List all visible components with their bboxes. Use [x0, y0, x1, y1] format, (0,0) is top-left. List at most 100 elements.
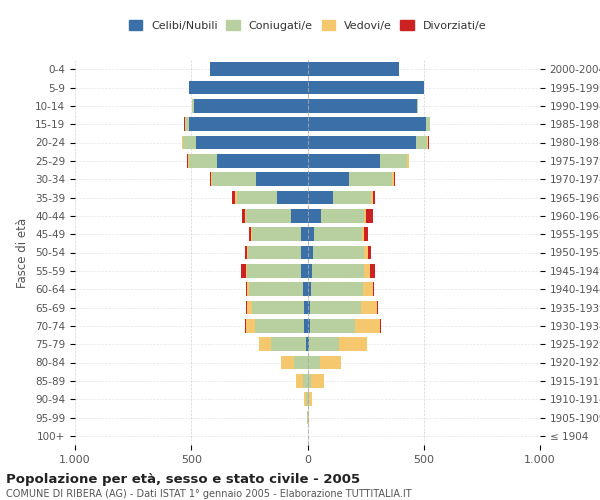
Bar — [307, 392, 308, 406]
Bar — [308, 154, 380, 168]
Bar — [310, 300, 361, 314]
Bar — [312, 264, 364, 278]
Bar — [301, 246, 308, 260]
Text: COMUNE DI RIBERA (AG) - Dati ISTAT 1° gennaio 2005 - Elaborazione TUTTITALIA.IT: COMUNE DI RIBERA (AG) - Dati ISTAT 1° ge… — [6, 489, 412, 499]
Bar — [308, 190, 333, 204]
Bar — [364, 246, 368, 260]
Bar — [417, 99, 418, 112]
Bar — [308, 264, 312, 278]
Bar — [308, 392, 312, 406]
Bar — [182, 136, 183, 149]
Bar — [271, 338, 307, 351]
Bar — [242, 209, 245, 222]
Bar — [247, 282, 250, 296]
Bar — [416, 136, 427, 149]
Bar — [367, 209, 373, 222]
Bar — [252, 228, 301, 241]
Bar — [210, 62, 308, 76]
Bar — [308, 209, 322, 222]
Bar — [311, 374, 324, 388]
Bar — [308, 80, 424, 94]
Bar — [248, 246, 301, 260]
Bar — [355, 319, 380, 332]
Bar — [308, 300, 310, 314]
Bar — [361, 300, 377, 314]
Bar — [246, 319, 255, 332]
Bar — [246, 300, 247, 314]
Bar — [308, 282, 311, 296]
Bar — [373, 190, 375, 204]
Bar — [187, 154, 188, 168]
Bar — [245, 246, 247, 260]
Bar — [250, 282, 303, 296]
Bar — [212, 172, 256, 186]
Bar — [426, 118, 430, 131]
Bar — [184, 118, 185, 131]
Bar — [246, 264, 247, 278]
Bar — [304, 392, 307, 406]
Text: Popolazione per età, sesso e stato civile - 2005: Popolazione per età, sesso e stato civil… — [6, 472, 360, 486]
Bar — [245, 319, 246, 332]
Bar — [311, 282, 364, 296]
Bar — [333, 190, 371, 204]
Bar — [371, 190, 373, 204]
Bar — [308, 62, 400, 76]
Bar — [308, 374, 311, 388]
Bar — [301, 264, 308, 278]
Bar — [246, 282, 247, 296]
Bar — [308, 246, 313, 260]
Bar — [364, 228, 368, 241]
Bar — [308, 338, 339, 351]
Bar — [364, 264, 370, 278]
Bar — [255, 319, 304, 332]
Bar — [394, 172, 395, 186]
Bar — [362, 228, 364, 241]
Bar — [235, 190, 236, 204]
Bar — [251, 228, 252, 241]
Bar — [185, 118, 189, 131]
Bar — [232, 190, 235, 204]
Bar — [304, 319, 308, 332]
Bar — [322, 209, 364, 222]
Legend: Celibi/Nubili, Coniugati/e, Vedovi/e, Divorziati/e: Celibi/Nubili, Coniugati/e, Vedovi/e, Di… — [124, 16, 491, 35]
Bar — [293, 356, 308, 370]
Bar — [194, 99, 308, 112]
Bar — [308, 319, 310, 332]
Bar — [314, 228, 362, 241]
Bar — [211, 172, 212, 186]
Bar — [189, 118, 308, 131]
Bar — [303, 374, 308, 388]
Bar — [308, 99, 417, 112]
Bar — [252, 300, 304, 314]
Bar — [427, 136, 428, 149]
Bar — [377, 300, 379, 314]
Bar — [188, 154, 189, 168]
Bar — [370, 264, 375, 278]
Bar — [349, 172, 392, 186]
Bar — [193, 99, 194, 112]
Bar — [373, 282, 374, 296]
Bar — [308, 356, 320, 370]
Bar — [308, 118, 426, 131]
Bar — [364, 282, 373, 296]
Bar — [364, 209, 367, 222]
Bar — [247, 246, 248, 260]
Bar — [392, 172, 394, 186]
Bar — [247, 300, 252, 314]
Bar — [196, 136, 308, 149]
Bar — [241, 264, 246, 278]
Bar — [380, 319, 381, 332]
Bar — [217, 154, 308, 168]
Bar — [236, 190, 277, 204]
Bar — [308, 136, 416, 149]
Bar — [277, 190, 308, 204]
Bar — [308, 172, 349, 186]
Bar — [308, 228, 314, 241]
Bar — [245, 209, 246, 222]
Bar — [189, 154, 217, 168]
Bar — [380, 154, 407, 168]
Bar — [259, 338, 271, 351]
Bar — [291, 209, 308, 222]
Bar — [189, 80, 308, 94]
Bar — [183, 136, 196, 149]
